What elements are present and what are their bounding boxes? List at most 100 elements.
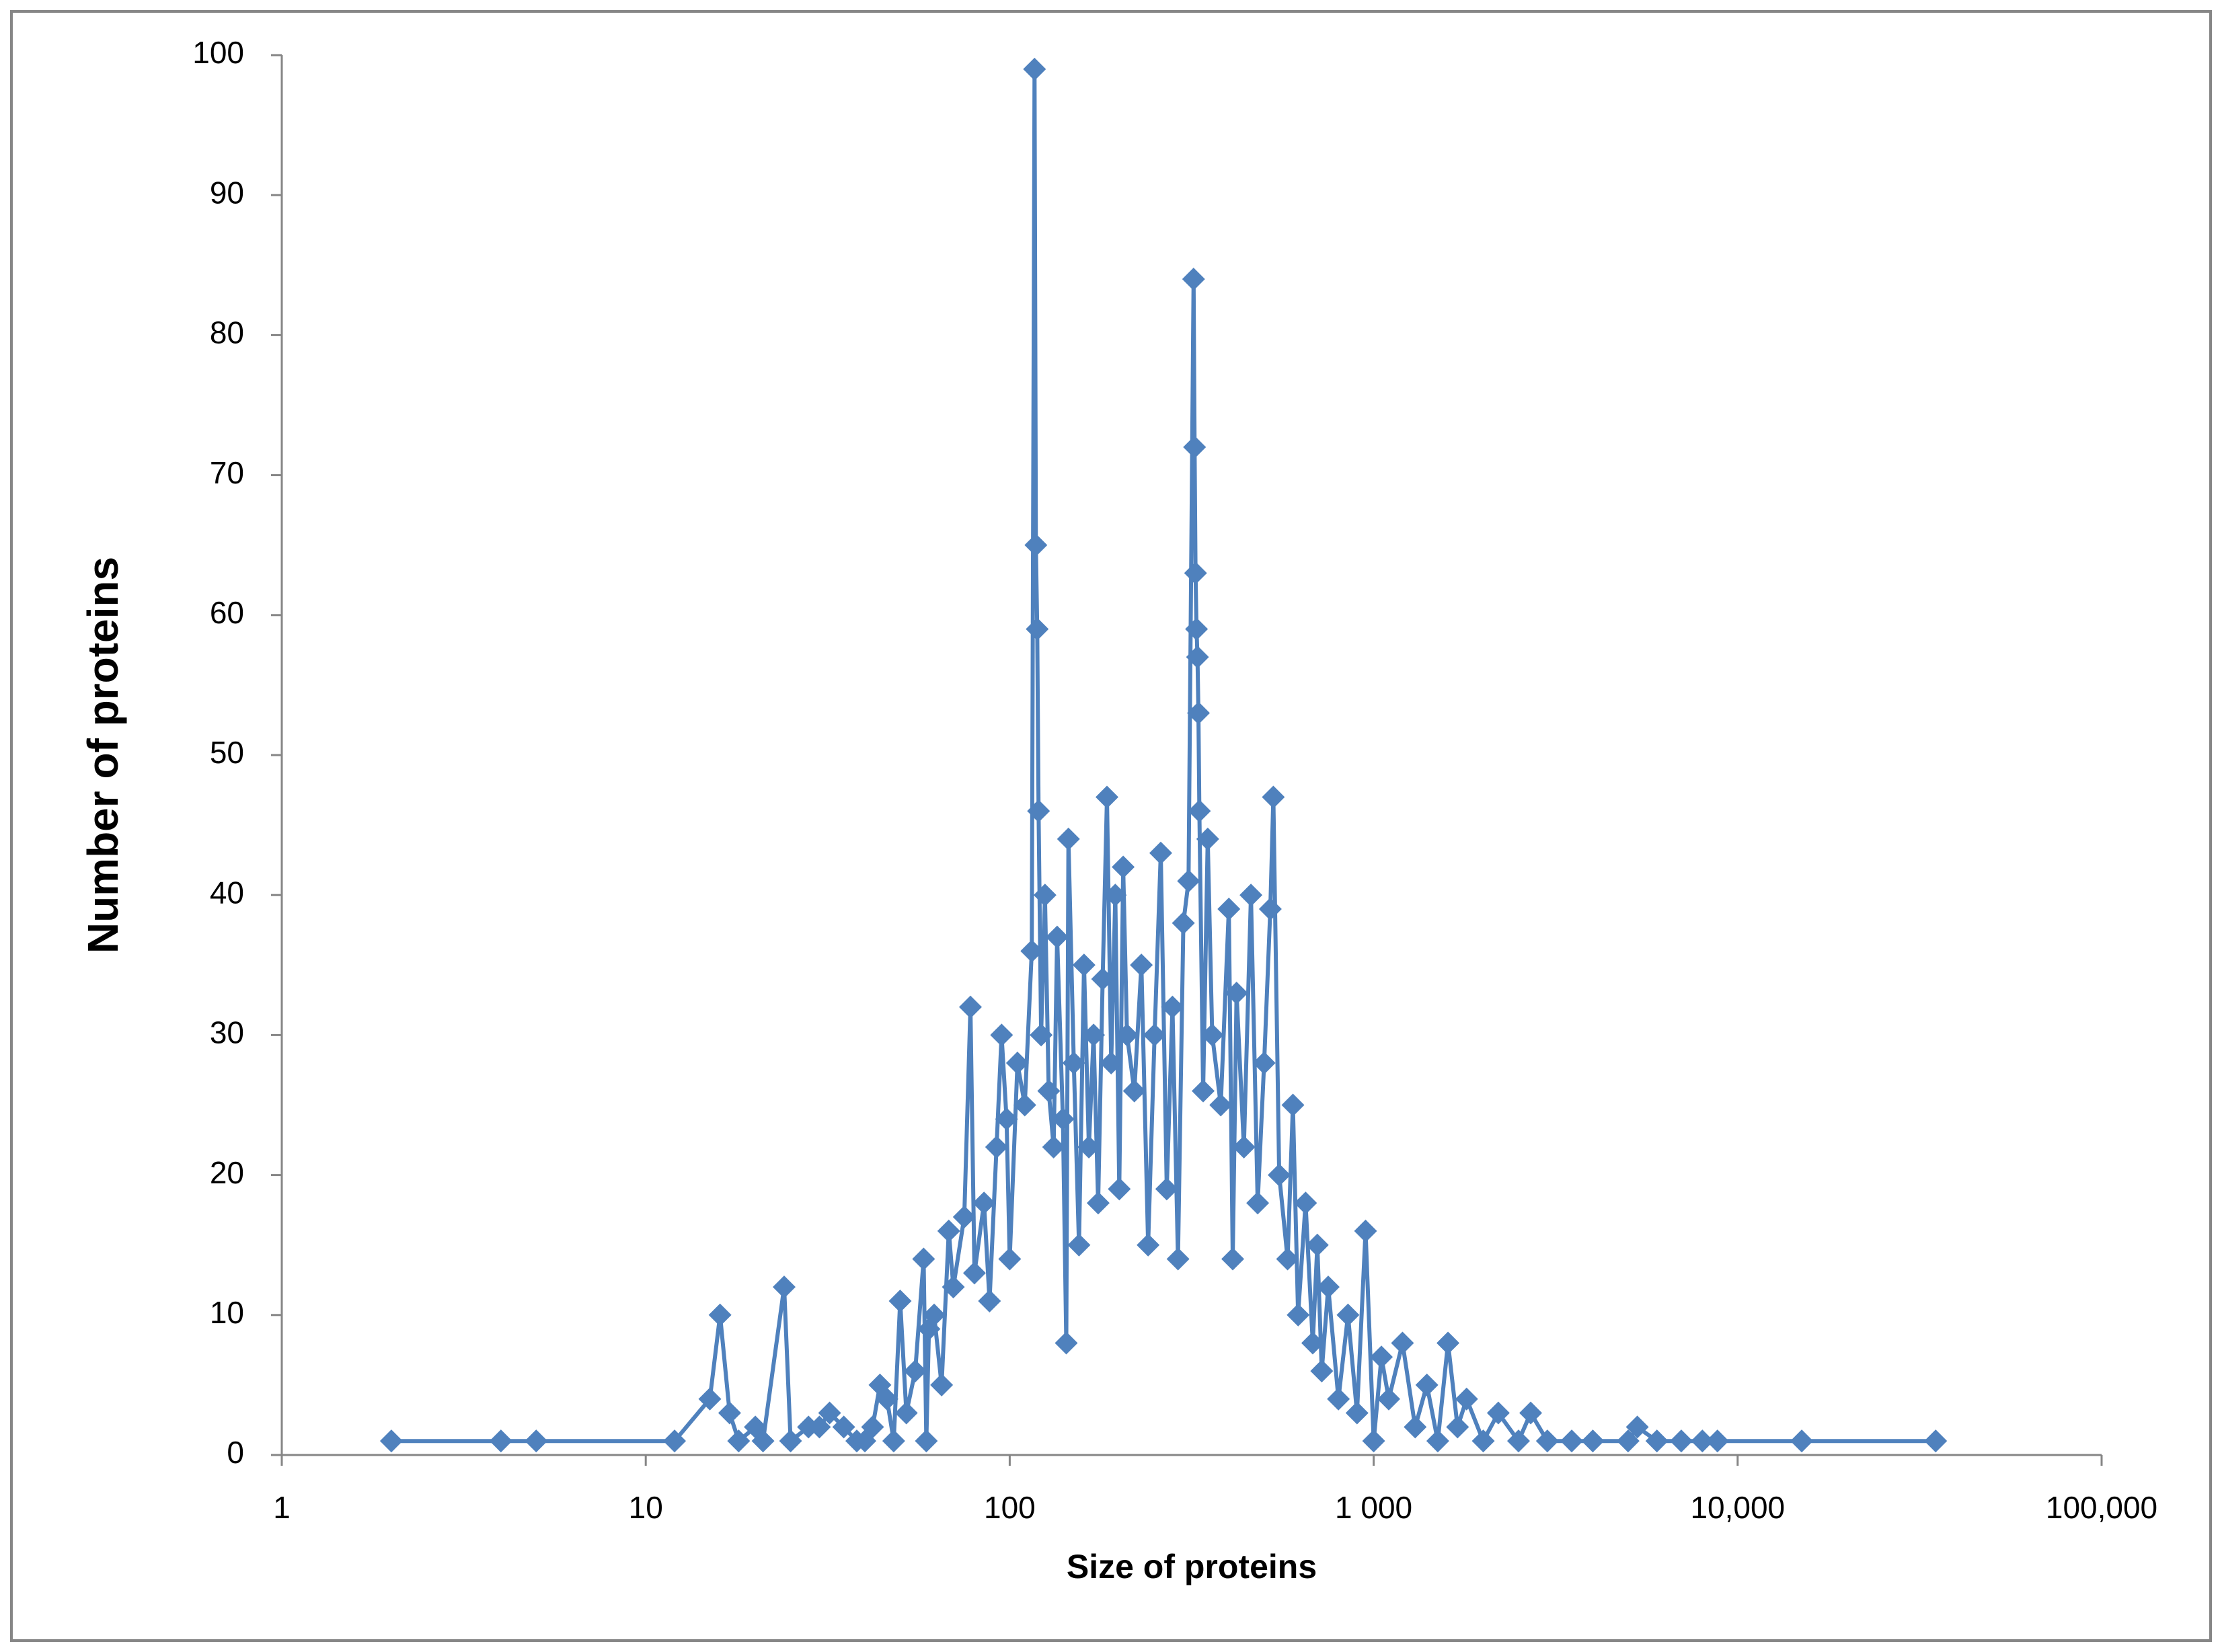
data-marker (1246, 1191, 1270, 1215)
data-marker (1362, 1429, 1385, 1453)
data-marker (708, 1303, 732, 1327)
data-marker (1294, 1191, 1317, 1215)
data-marker (1122, 1079, 1146, 1103)
data-marker (1112, 855, 1135, 879)
data-marker (1426, 1429, 1449, 1453)
data-marker (1182, 268, 1205, 291)
data-marker (1519, 1401, 1543, 1425)
data-marker (1104, 883, 1127, 907)
y-tick-label: 100 (192, 35, 244, 70)
data-marker (952, 1206, 976, 1229)
data-marker (772, 1275, 796, 1299)
data-marker (1217, 898, 1241, 921)
data-marker (663, 1429, 687, 1453)
data-marker (1077, 1135, 1101, 1158)
data-marker (1258, 898, 1282, 921)
data-marker (990, 1023, 1013, 1047)
data-marker (1790, 1429, 1814, 1453)
data-marker (923, 1303, 946, 1327)
data-marker (1051, 1107, 1075, 1131)
data-marker (1415, 1373, 1439, 1397)
data-marker (1345, 1401, 1369, 1425)
data-marker (1023, 57, 1046, 81)
data-marker (1055, 1331, 1078, 1355)
data-marker (942, 1275, 965, 1299)
data-marker (1391, 1331, 1414, 1355)
data-marker (1262, 785, 1285, 809)
data-marker (1045, 925, 1069, 949)
data-marker (1137, 1233, 1160, 1257)
data-marker (1436, 1331, 1460, 1355)
data-marker (1535, 1429, 1559, 1453)
data-marker (1027, 799, 1050, 823)
data-marker (985, 1135, 1008, 1158)
data-marker (1625, 1415, 1649, 1439)
data-marker (1581, 1429, 1605, 1453)
data-marker (1143, 1023, 1166, 1047)
data-marker (875, 1387, 898, 1411)
data-marker (1030, 1023, 1053, 1047)
data-marker (1091, 968, 1114, 991)
data-marker (1276, 1247, 1299, 1271)
data-marker (1268, 1163, 1291, 1187)
x-tick-label: 100,000 (2046, 1490, 2157, 1525)
data-marker (1706, 1429, 1729, 1453)
data-marker (937, 1219, 960, 1243)
data-marker (832, 1415, 855, 1439)
data-marker (1560, 1429, 1584, 1453)
data-marker (1108, 1177, 1131, 1201)
data-marker (894, 1401, 918, 1425)
data-marker (930, 1373, 954, 1397)
data-marker (1115, 1023, 1139, 1047)
y-tick-label: 60 (210, 595, 244, 630)
x-tick-label: 1 000 (1335, 1490, 1412, 1525)
data-marker (1370, 1345, 1393, 1369)
data-marker (1209, 1093, 1233, 1117)
data-marker (1455, 1387, 1478, 1411)
data-marker (1161, 995, 1184, 1019)
data-marker (1172, 911, 1195, 935)
data-marker (818, 1401, 841, 1425)
data-marker (1252, 1052, 1276, 1075)
data-marker (1281, 1093, 1305, 1117)
data-marker (1506, 1429, 1530, 1453)
data-marker (489, 1429, 512, 1453)
data-marker (525, 1429, 548, 1453)
data-marker (1377, 1387, 1401, 1411)
data-marker (888, 1289, 912, 1312)
data-marker (1316, 1275, 1340, 1299)
x-tick-label: 10 (629, 1490, 663, 1525)
x-tick-label: 100 (984, 1490, 1036, 1525)
data-marker (1305, 1233, 1329, 1257)
y-axis-title: Number of proteins (79, 557, 127, 953)
y-tick-label: 0 (227, 1435, 244, 1470)
data-marker (959, 995, 983, 1019)
x-axis-title: Size of proteins (1067, 1548, 1317, 1585)
data-marker (1404, 1415, 1427, 1439)
data-marker (1188, 799, 1211, 823)
data-marker (1691, 1429, 1714, 1453)
data-marker (1327, 1387, 1350, 1411)
y-tick-label: 20 (210, 1155, 244, 1190)
y-tick-label: 90 (210, 175, 244, 210)
data-marker (1232, 1135, 1256, 1158)
data-marker (1020, 939, 1044, 963)
data-marker (718, 1401, 741, 1425)
data-marker (1100, 1052, 1123, 1075)
y-tick-label: 10 (210, 1295, 244, 1330)
data-marker (751, 1429, 775, 1453)
data-marker (1187, 701, 1211, 725)
data-marker (1354, 1219, 1377, 1243)
data-marker (698, 1387, 722, 1411)
data-marker (1186, 645, 1209, 669)
data-marker (1669, 1429, 1693, 1453)
data-marker (1446, 1415, 1469, 1439)
data-marker (1225, 981, 1248, 1005)
data-marker (1067, 1233, 1091, 1257)
x-tick-label: 1 (273, 1490, 291, 1525)
data-marker (1200, 1023, 1224, 1047)
data-marker (379, 1429, 403, 1453)
data-marker (1062, 1052, 1085, 1075)
y-tick-label: 70 (210, 455, 244, 490)
